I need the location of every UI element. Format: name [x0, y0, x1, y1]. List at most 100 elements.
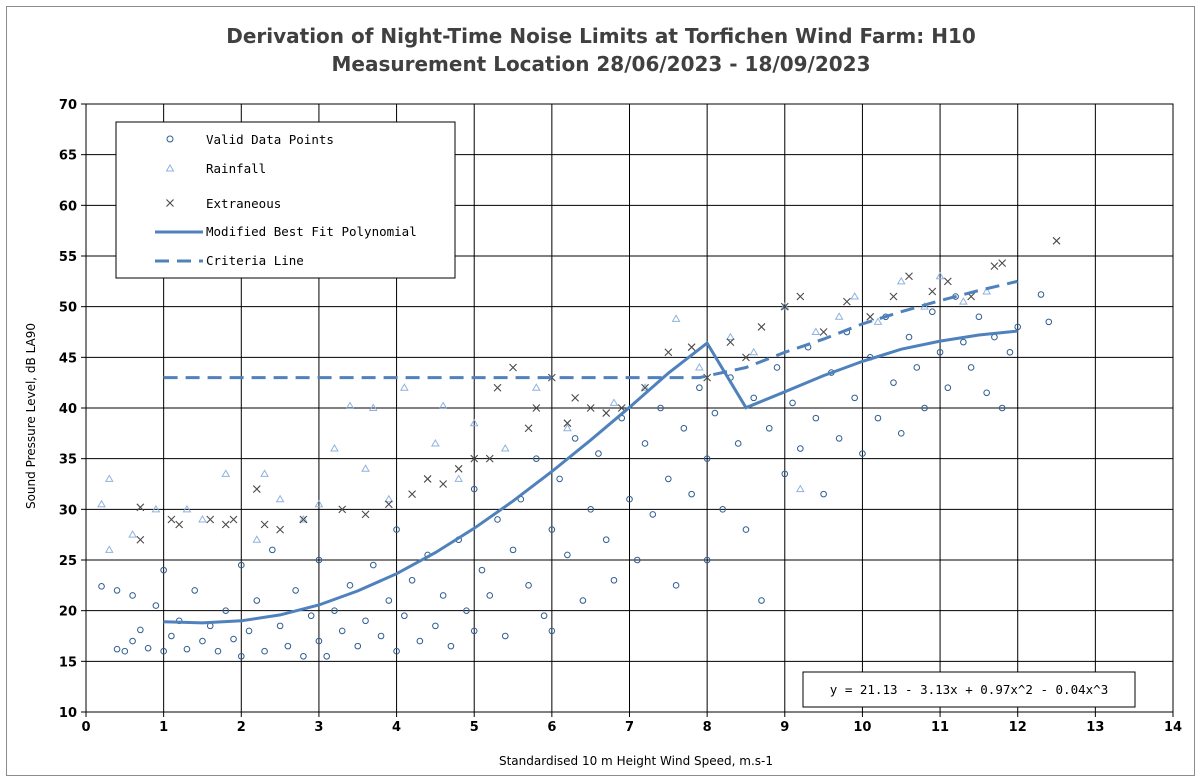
valid-data-point — [797, 445, 804, 452]
x-axis-label: Standardised 10 m Height Wind Speed, m.s… — [499, 754, 773, 768]
valid-data-point — [921, 404, 928, 412]
valid-data-point — [835, 435, 843, 442]
rainfall-point — [811, 327, 821, 335]
extraneous-point — [470, 454, 479, 463]
rainfall-point — [104, 474, 114, 482]
extraneous-point — [563, 419, 572, 428]
x-axis-ticks: 0 1 2 3 4 5 6 7 8 9 10 11 12 13 14 — [81, 712, 1182, 735]
y-axis-label: Sound Pressure Level, dB LA90 — [24, 323, 38, 509]
rainfall-point — [260, 469, 269, 477]
legend-label-rainfall: Rainfall — [206, 161, 266, 176]
valid-data-point — [711, 409, 719, 417]
valid-data-point — [540, 612, 548, 620]
valid-data-point — [1006, 348, 1014, 356]
rainfall-point — [438, 401, 448, 409]
valid-data-point — [338, 627, 346, 635]
valid-data-point — [401, 612, 408, 620]
rainfall-point — [896, 276, 906, 285]
y-tick-label: 70 — [59, 98, 77, 113]
rainfall-point — [330, 444, 339, 452]
valid-data-point — [168, 632, 175, 640]
rainfall-point — [384, 494, 394, 503]
rainfall-point — [531, 383, 541, 391]
valid-data-point — [354, 642, 362, 650]
valid-data-point — [160, 566, 167, 574]
rainfall-point — [104, 545, 114, 553]
rainfall-point — [299, 514, 308, 523]
rainfall-point — [97, 499, 106, 508]
rainfall-point — [795, 484, 805, 493]
valid-data-point — [129, 637, 136, 645]
equation-frame — [802, 671, 1136, 708]
valid-data-point — [199, 637, 206, 645]
extraneous-point — [454, 464, 463, 473]
valid-data-point — [214, 647, 222, 655]
extraneous-point — [532, 404, 541, 412]
valid-data-point — [820, 490, 827, 498]
chart-title: Derivation of Night-Time Noise Limits at… — [226, 24, 976, 48]
extraneous-point — [439, 480, 448, 488]
valid-data-point — [680, 424, 688, 432]
extraneous-point — [928, 287, 937, 296]
x-tick-label: 2 — [237, 720, 246, 735]
valid-data-point — [261, 647, 268, 655]
valid-data-point — [874, 414, 882, 422]
best-fit-polynomial-line — [163, 329, 1018, 625]
valid-data-point — [152, 602, 160, 609]
valid-data-point — [571, 435, 579, 442]
valid-data-point — [626, 495, 633, 503]
valid-data-point — [789, 399, 796, 407]
valid-data-point — [890, 379, 897, 386]
valid-data-point — [129, 592, 136, 599]
valid-data-point — [463, 607, 470, 614]
valid-data-point — [113, 587, 121, 594]
extraneous-point — [905, 272, 913, 281]
y-tick-label: 35 — [59, 453, 77, 468]
rainfall-point — [454, 474, 464, 482]
valid-data-point — [1037, 291, 1045, 298]
valid-data-point — [734, 440, 742, 447]
rainfall-point — [128, 530, 137, 538]
x-tick-label: 4 — [392, 720, 401, 735]
valid-data-point — [696, 384, 703, 392]
valid-data-point — [385, 597, 393, 604]
rainfall-point — [563, 423, 572, 432]
valid-data-point — [113, 645, 121, 653]
valid-data-point — [470, 485, 478, 493]
x-tick-label: 0 — [81, 720, 90, 735]
extraneous-point — [252, 485, 261, 493]
valid-data-point — [750, 394, 758, 402]
x-tick-label: 10 — [853, 720, 871, 735]
extraneous-point — [493, 383, 502, 392]
extraneous-point — [299, 515, 308, 524]
rainfall-point — [221, 469, 231, 477]
rainfall-point — [982, 286, 992, 295]
extraneous-point — [866, 312, 875, 321]
y-tick-label: 45 — [59, 351, 77, 366]
rainfall-point — [609, 398, 619, 406]
valid-data-point — [897, 430, 905, 437]
valid-data-point — [501, 632, 509, 640]
y-tick-label: 15 — [59, 655, 77, 670]
valid-data-point — [556, 475, 563, 483]
legend-extraneous-marker — [166, 199, 174, 207]
rainfall-point — [935, 271, 945, 280]
x-tick-label: 13 — [1086, 720, 1104, 735]
valid-data-point — [494, 516, 501, 523]
valid-data-point — [362, 617, 369, 625]
rainfall-point — [151, 504, 161, 513]
valid-data-point — [602, 536, 610, 544]
valid-data-point — [665, 475, 672, 483]
extraneous-point — [338, 505, 347, 514]
rainfall-point — [873, 317, 883, 325]
x-tick-label: 5 — [470, 720, 479, 735]
extraneous-point — [485, 454, 494, 463]
rainfall-point — [275, 494, 285, 503]
valid-data-point — [936, 348, 944, 356]
valid-data-point — [703, 455, 711, 462]
valid-data-point — [610, 576, 618, 584]
valid-data-point — [525, 582, 532, 589]
valid-data-point — [245, 627, 253, 635]
extraneous-point — [664, 348, 673, 357]
valid-data-point — [432, 622, 439, 630]
